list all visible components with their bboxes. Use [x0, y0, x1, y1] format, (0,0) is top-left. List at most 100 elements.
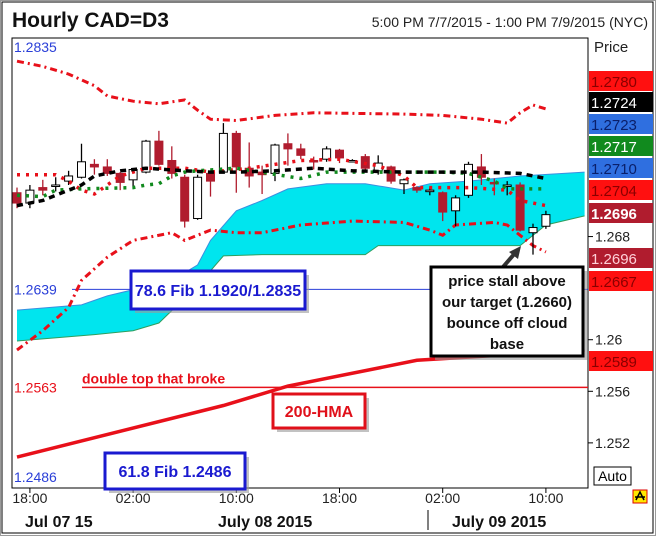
candle-body-down	[515, 184, 525, 231]
candle	[102, 159, 112, 176]
price-tag	[589, 114, 653, 134]
level-label-1.2639: 1.2639	[14, 281, 57, 297]
candle-body-down	[89, 163, 99, 168]
callout-arrow-head	[509, 246, 521, 259]
candle	[399, 178, 409, 195]
candle	[283, 133, 293, 166]
candle	[464, 161, 473, 198]
price-tag	[589, 92, 653, 112]
candle-body-down	[283, 143, 293, 150]
candle-body-up	[425, 189, 435, 193]
candle	[51, 177, 61, 192]
level-label-1.2835: 1.2835	[14, 39, 57, 55]
x-tick-label: 10:00	[219, 490, 254, 506]
price-tag-label: 1.2723	[591, 117, 637, 134]
candle-body-down	[206, 172, 215, 182]
candle	[38, 179, 48, 196]
candle	[296, 143, 306, 160]
hma-annotation-text: 200-HMA	[285, 404, 354, 421]
candle	[541, 210, 551, 229]
candle-body-up	[218, 132, 228, 173]
fib-618-annotation-box	[103, 451, 247, 491]
date-range: 5:00 PM 7/7/2015 - 1:00 PM 7/9/2015 (NYC…	[372, 14, 648, 30]
candle-body-up	[193, 176, 203, 220]
y-tick-label: 1.256	[595, 383, 630, 399]
candle	[154, 130, 164, 166]
date-label: July 08 2015	[218, 514, 312, 531]
price-tag-label: 1.2696	[591, 206, 637, 223]
price-tag-label: 1.2667	[591, 274, 637, 291]
x-tick-label: 02:00	[425, 490, 460, 506]
callout-annotation-text: bounce off cloud	[447, 315, 568, 332]
candle-body-up	[77, 161, 86, 178]
price-tag-label: 1.2717	[591, 139, 637, 156]
level-note: double top that broke	[82, 370, 225, 386]
plot-area[interactable]	[11, 37, 589, 489]
black-dashed-line	[16, 166, 547, 208]
candle	[193, 174, 203, 220]
candle	[309, 156, 319, 170]
candle-body-down	[180, 176, 190, 222]
candle	[528, 223, 538, 255]
candle-body-down	[12, 192, 22, 204]
auto-scale-button[interactable]	[593, 466, 632, 486]
price-tag-label: 1.2724	[591, 95, 637, 112]
price-tag	[589, 180, 653, 200]
candle-body-up	[541, 214, 551, 227]
price-axis-title: Price	[594, 39, 628, 56]
bollinger-upper	[16, 59, 547, 125]
candle-body-up	[64, 175, 74, 182]
bollinger-lower	[16, 219, 547, 352]
auto-scale-label: Auto	[598, 468, 627, 484]
candle	[438, 191, 448, 222]
callout-annotation-text: price stall above	[448, 273, 566, 290]
cloud-bottom-line	[16, 215, 585, 342]
hma-annotation-box	[271, 392, 367, 430]
candle-body-up	[322, 148, 332, 160]
price-tag-label: 1.2704	[591, 183, 637, 200]
candle	[180, 174, 190, 228]
price-tag-label: 1.2589	[591, 354, 637, 371]
price-tag-label: 1.2780	[591, 74, 637, 91]
candle-body-up	[502, 184, 512, 187]
candle-body-down	[489, 181, 499, 185]
candle	[489, 178, 499, 196]
price-tag	[589, 158, 653, 178]
price-tag-label: 1.2696	[591, 251, 637, 268]
x-tick-label: 18:00	[322, 490, 357, 506]
fib-786-annotation-text: 78.6 Fib 1.1920/1.2835	[135, 283, 301, 300]
settings-icon[interactable]	[632, 489, 648, 504]
x-tick-label: 10:00	[528, 490, 563, 506]
candle-body-up	[451, 197, 461, 212]
price-tag-label: 1.2710	[591, 161, 637, 178]
price-tag	[589, 203, 653, 223]
candle-body-down	[38, 187, 48, 191]
candle-body-up	[464, 163, 473, 196]
candle	[322, 146, 332, 162]
price-tag	[589, 71, 653, 91]
candle	[89, 159, 99, 175]
candle-body-down	[231, 132, 241, 168]
candle-body-down	[309, 159, 319, 163]
price-tag	[589, 351, 653, 371]
candle-body-up	[528, 227, 538, 234]
chart-title: Hourly CAD=D3	[12, 9, 169, 32]
candle-body-down	[335, 149, 344, 159]
fib-786-annotation-box	[129, 269, 307, 311]
callout-annotation-text: our target (1.2660)	[442, 294, 572, 311]
y-tick-label: 1.26	[595, 332, 622, 348]
level-label-1.2486: 1.2486	[14, 469, 57, 485]
candle	[231, 130, 241, 193]
candle-body-down	[102, 166, 112, 174]
candle	[502, 181, 512, 196]
candle-body-up	[51, 184, 61, 187]
callout-annotation-box	[429, 265, 585, 358]
green-dotted-line	[16, 166, 546, 199]
x-tick-label: 02:00	[116, 490, 151, 506]
date-label: July 09 2015	[452, 514, 546, 531]
price-tag	[589, 271, 653, 291]
candle-body-down	[412, 187, 422, 191]
candle	[64, 170, 74, 185]
